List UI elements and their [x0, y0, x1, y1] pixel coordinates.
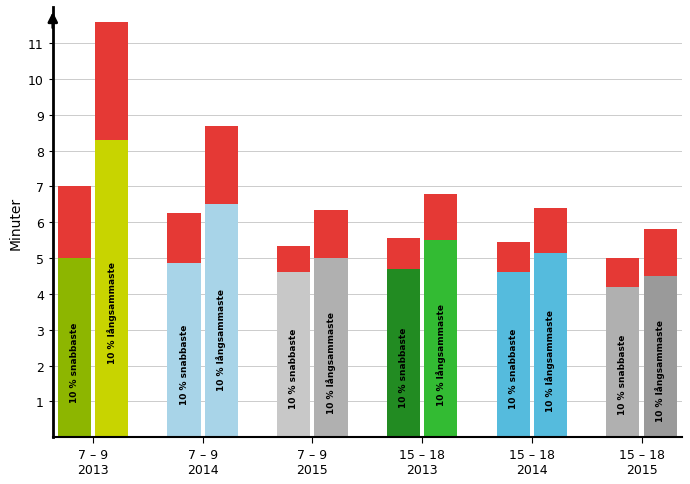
Bar — [644, 276, 677, 438]
Bar — [315, 258, 348, 438]
Bar — [424, 194, 457, 241]
Bar — [607, 287, 640, 438]
Bar — [168, 264, 201, 438]
Text: 10 % långsammaste: 10 % långsammaste — [656, 319, 665, 421]
Bar — [168, 214, 201, 264]
Text: 10 % långsammaste: 10 % långsammaste — [326, 311, 336, 413]
Bar — [424, 241, 457, 438]
Text: 10 % långsammaste: 10 % långsammaste — [436, 304, 446, 406]
Bar — [205, 205, 238, 438]
Bar — [497, 242, 530, 273]
Text: 10 % snabbaste: 10 % snabbaste — [509, 328, 518, 408]
Text: 10 % långsammaste: 10 % långsammaste — [106, 262, 117, 363]
Text: 10 % snabbaste: 10 % snabbaste — [399, 327, 408, 407]
Bar — [95, 140, 128, 438]
Bar — [534, 253, 567, 438]
Bar — [58, 258, 91, 438]
Bar — [607, 258, 640, 287]
Bar — [534, 253, 567, 438]
Y-axis label: Minuter: Minuter — [8, 197, 22, 249]
Bar — [58, 258, 91, 438]
Bar — [205, 205, 238, 438]
Bar — [95, 23, 128, 140]
Bar — [315, 211, 348, 258]
Text: 10 % snabbaste: 10 % snabbaste — [289, 328, 298, 408]
Text: 10 % snabbaste: 10 % snabbaste — [179, 324, 188, 405]
Text: 10 % snabbaste: 10 % snabbaste — [70, 322, 79, 402]
Bar — [277, 246, 310, 273]
Bar — [277, 273, 310, 438]
Bar — [387, 269, 420, 438]
Bar — [387, 239, 420, 269]
Bar — [95, 140, 128, 438]
Bar — [387, 269, 420, 438]
Text: 10 % långsammaste: 10 % långsammaste — [217, 289, 226, 391]
Bar — [205, 126, 238, 205]
Bar — [644, 230, 677, 276]
Bar — [497, 273, 530, 438]
Bar — [534, 209, 567, 253]
Bar — [497, 273, 530, 438]
Bar — [424, 241, 457, 438]
Bar — [168, 264, 201, 438]
Text: 10 % snabbaste: 10 % snabbaste — [618, 334, 627, 414]
Bar — [277, 273, 310, 438]
Bar — [58, 187, 91, 258]
Text: 10 % långsammaste: 10 % långsammaste — [546, 309, 555, 411]
